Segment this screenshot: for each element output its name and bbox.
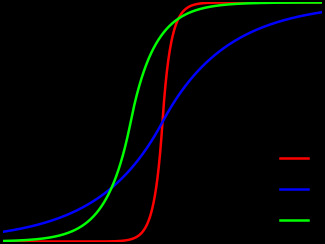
Legend: , , : , , [273,145,315,235]
